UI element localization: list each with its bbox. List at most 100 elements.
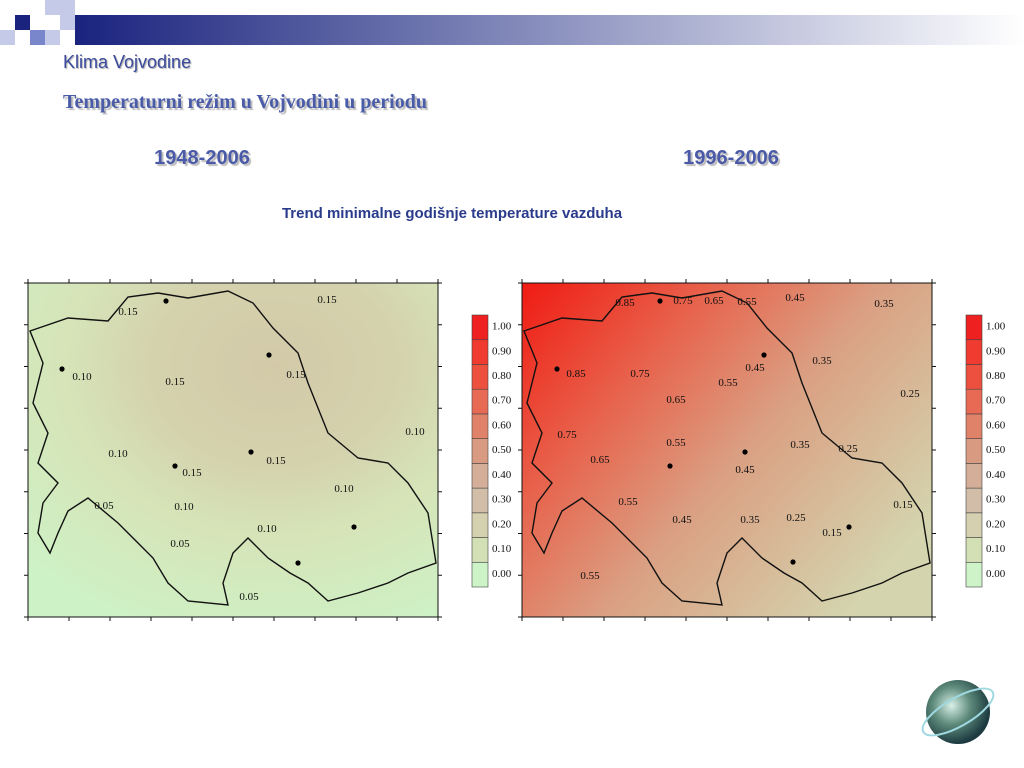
contour-label: 0.10 [257,523,277,535]
contour-label: 0.65 [666,394,686,406]
station-dot [667,463,673,469]
legend-swatch [471,339,489,365]
legend-label: 0.20 [492,518,512,530]
legend-label: 0.50 [986,444,1006,456]
contour-label: 0.05 [239,591,259,603]
legend-swatch [471,537,489,563]
station-dot [248,449,254,455]
contour-label: 0.35 [740,514,760,526]
legend-label: 0.40 [986,469,1006,481]
legend-label: 0.30 [492,494,512,506]
deco-square [45,30,60,45]
contour-label: 0.05 [94,500,114,512]
slide-title: Klima Vojvodine [63,52,191,72]
deco-square [30,30,45,45]
station-dot [554,366,560,372]
legend-label: 0.00 [492,568,512,580]
legend-label: 0.20 [986,518,1006,530]
contour-label: 0.55 [737,296,757,308]
contour-label: 0.05 [170,538,190,550]
legend-label: 0.10 [986,543,1006,555]
legend-swatch [965,413,983,439]
legend-label: 0.40 [492,469,512,481]
legend-swatch [471,512,489,538]
station-dot [790,559,796,565]
legend-swatch [965,339,983,365]
legend-swatch [471,413,489,439]
contour-label: 0.55 [718,377,738,389]
contour-label: 0.15 [266,455,286,467]
contour-label: 0.25 [786,512,806,524]
contour-label: 0.10 [108,448,128,460]
legend-label: 0.30 [986,494,1006,506]
station-dot [266,352,272,358]
contour-label: 0.25 [900,388,920,400]
station-dot [351,524,357,530]
contour-label: 0.55 [666,437,686,449]
period-label: 1996-2006 [683,147,779,169]
legend-label: 0.90 [492,345,512,357]
contour-label: 0.45 [785,292,805,304]
station-dot [59,366,65,372]
contour-label: 0.15 [893,499,913,511]
contour-label: 0.10 [174,501,194,513]
station-dot [172,463,178,469]
legend-label: 0.70 [986,395,1006,407]
contour-label: 0.15 [317,294,337,306]
legend-label: 0.00 [986,568,1006,580]
slide-subtitle: Temperaturni režim u Vojvodini u periodu [63,91,427,113]
legend-swatch [471,463,489,489]
station-dot [846,524,852,530]
legend-label: 1.00 [986,321,1006,333]
legend-swatch [965,537,983,563]
legend-label: 0.50 [492,444,512,456]
legend-label: 1.00 [492,321,512,333]
station-dot [295,560,301,566]
globe-logo [926,680,990,744]
deco-square [45,0,60,15]
contour-label: 0.45 [672,514,692,526]
legend-swatch [471,438,489,464]
map-field [522,283,932,617]
contour-label: 0.25 [838,443,858,455]
globe-ring [921,687,995,737]
contour-label: 0.75 [673,295,693,307]
deco-square [60,0,75,30]
legend-label: 0.80 [492,370,512,382]
legend-swatch [965,463,983,489]
contour-label: 0.10 [405,426,425,438]
legend-swatch [965,512,983,538]
region-border [29,290,437,606]
legend-swatch [965,364,983,390]
legend-label: 0.60 [492,419,512,431]
legend-swatch [965,438,983,464]
contour-label: 0.35 [874,298,894,310]
contour-label: 0.15 [822,527,842,539]
contour-label: 0.75 [630,368,650,380]
contour-label: 0.85 [566,368,586,380]
station-dot [761,352,767,358]
station-dot [742,449,748,455]
legend-swatch [471,388,489,415]
contour-label: 0.85 [615,297,635,309]
contour-label: 0.15 [165,376,185,388]
legend-label: 0.80 [986,370,1006,382]
legend-swatch [965,561,983,588]
contour-label: 0.10 [334,483,354,495]
contour-label: 0.10 [72,371,92,383]
legend-label: 0.10 [492,543,512,555]
period-label: 1948-2006 [154,147,250,169]
legend-swatch [471,364,489,390]
station-dot [163,298,169,304]
legend-swatch [965,314,983,341]
contour-label: 0.55 [580,570,600,582]
legend-label: 0.90 [986,345,1006,357]
legend-swatch [471,487,489,514]
contour-label: 0.15 [286,369,306,381]
region-border [523,290,931,606]
header-bar [75,15,1024,45]
contour-label: 0.45 [735,464,755,476]
contour-label: 0.15 [182,467,202,479]
deco-square [0,30,15,45]
